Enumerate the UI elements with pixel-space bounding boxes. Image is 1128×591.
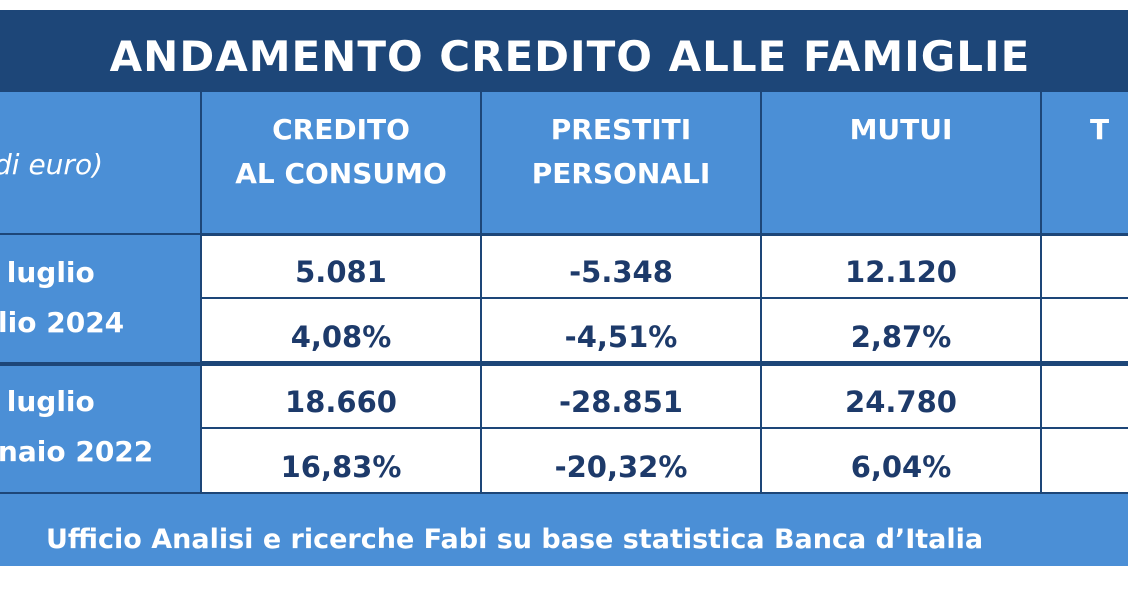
grid-line — [0, 362, 1128, 366]
value-cell: -28.851 — [559, 385, 683, 419]
column-header-line: PERSONALI — [531, 157, 711, 190]
grid-line — [0, 233, 1128, 235]
cell — [482, 429, 760, 492]
value-cell: 18.660 — [285, 385, 397, 419]
cell — [1042, 429, 1128, 492]
value-cell: 12.120 — [845, 255, 957, 289]
title-band: ANDAMENTO CREDITO ALLE FAMIGLIE — [0, 10, 1128, 102]
group-label-cell-2 — [0, 364, 200, 494]
grid-line — [760, 92, 762, 494]
cell — [482, 299, 760, 361]
group-label-line: e luglio — [0, 256, 95, 289]
group-label-cell-1 — [0, 234, 200, 362]
cell — [1042, 236, 1128, 297]
grid-line — [200, 92, 202, 494]
grid-line — [1040, 92, 1042, 494]
column-header-line: T — [1090, 113, 1110, 146]
value-cell: 24.780 — [845, 385, 957, 419]
value-cell: -20,32% — [554, 450, 688, 484]
value-cell: -5.348 — [569, 255, 673, 289]
group-label-1: e luglio glio 2024 — [0, 248, 124, 348]
group-label-line: glio 2024 — [0, 306, 125, 339]
value-cell: -4,51% — [564, 320, 678, 354]
value-cell: 2,87% — [850, 320, 952, 354]
group-label-line: e luglio — [0, 385, 95, 418]
header-row — [0, 92, 1128, 234]
unit-label: di euro) — [0, 148, 103, 181]
column-header-line: AL CONSUMO — [235, 157, 447, 190]
cell — [202, 236, 480, 297]
column-header-totale: T — [1090, 108, 1128, 152]
column-header-line: MUTUI — [849, 113, 953, 146]
cell — [1042, 299, 1128, 361]
value-cell: 16,83% — [280, 450, 402, 484]
footer-bar — [0, 494, 1128, 566]
value-cell: 5.081 — [295, 255, 387, 289]
cell — [482, 366, 760, 427]
cell — [762, 236, 1040, 297]
column-header-mutui: MUTUI — [762, 108, 1040, 152]
source-note: Ufficio Analisi e ricerche Fabi su base … — [46, 524, 984, 555]
cell — [1042, 366, 1128, 427]
column-header-line: CREDITO — [272, 113, 410, 146]
column-header-prestiti-personali: PRESTITI PERSONALI — [482, 108, 760, 196]
cell — [762, 366, 1040, 427]
cell — [202, 299, 480, 361]
grid-line — [0, 492, 1128, 494]
cell — [202, 429, 480, 492]
grid-line — [480, 92, 482, 494]
column-header-credito-consumo: CREDITO AL CONSUMO — [202, 108, 480, 196]
column-header-line: PRESTITI — [550, 113, 692, 146]
value-cell: 6,04% — [850, 450, 952, 484]
group-label-2: e luglio nnaio 2022 — [0, 377, 153, 477]
cell — [202, 366, 480, 427]
cell — [762, 429, 1040, 492]
cell — [762, 299, 1040, 361]
group-label-line: nnaio 2022 — [0, 435, 154, 468]
value-cell: 4,08% — [290, 320, 392, 354]
table-title: ANDAMENTO CREDITO ALLE FAMIGLIE — [109, 32, 1031, 81]
cell — [482, 236, 760, 297]
